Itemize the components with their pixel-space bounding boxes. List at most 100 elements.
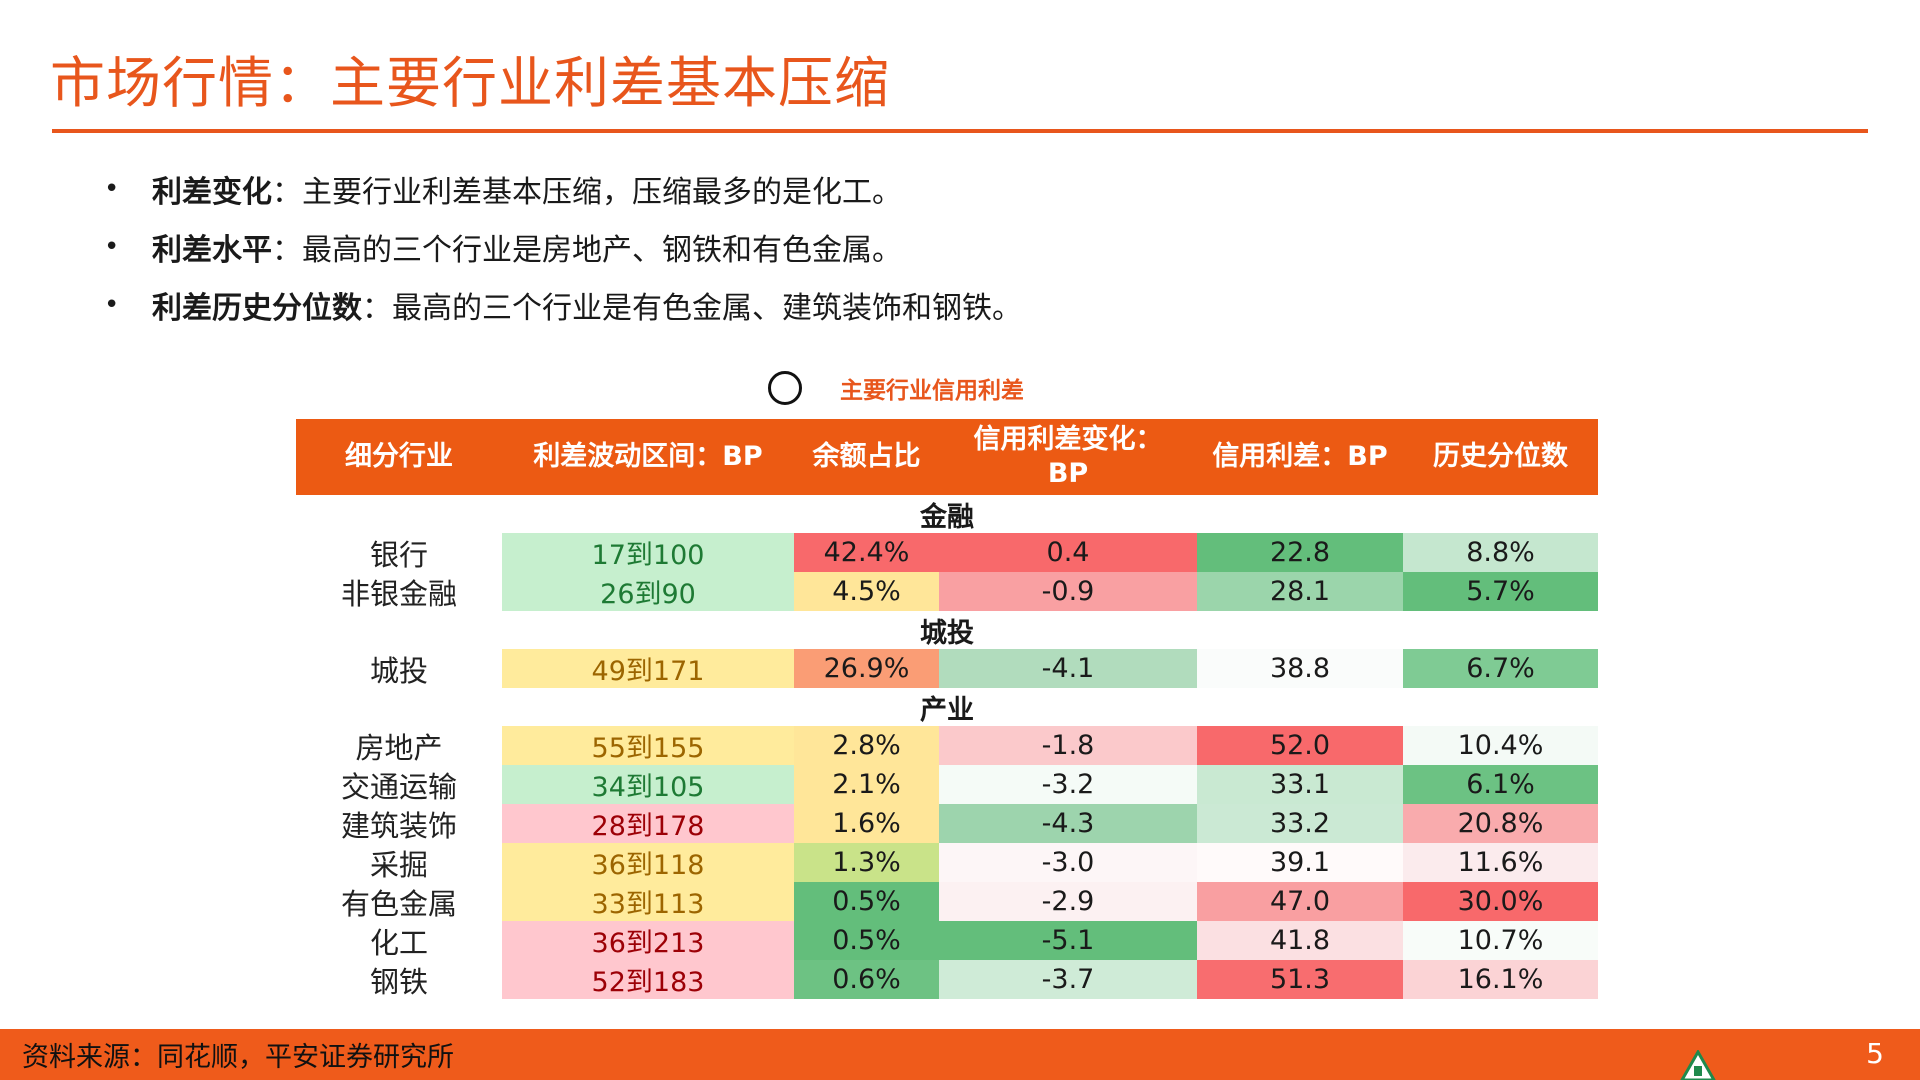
header-range: 利差波动区间：BP [533, 441, 763, 473]
cell-range: 55到155 [502, 726, 794, 765]
cell-share: 42.4% [794, 533, 939, 572]
header-change-text: 信用利差变化：BP [973, 424, 1163, 489]
cell-industry: 银行 [296, 533, 502, 572]
table-row: 交通运输 34到105 2.1% -3.2 33.1 6.1% [296, 765, 1598, 804]
page-title: 市场行情：主要行业利差基本压缩 [50, 51, 891, 115]
cell-industry: 化工 [296, 921, 502, 960]
cell-change: -4.1 [939, 649, 1197, 688]
cell-percentile: 10.4% [1403, 726, 1598, 765]
cell-change: -2.9 [939, 882, 1197, 921]
cell-spread: 33.2 [1197, 804, 1403, 843]
table-row: 建筑装饰 28到178 1.6% -4.3 33.2 20.8% [296, 804, 1598, 843]
cell-percentile: 10.7% [1403, 921, 1598, 960]
cell-spread: 41.8 [1197, 921, 1403, 960]
bullet-key: 利差历史分位数 [152, 291, 362, 326]
cell-range: 26到90 [502, 572, 794, 611]
cell-share: 2.1% [794, 765, 939, 804]
cell-range: 33到113 [502, 882, 794, 921]
cell-industry: 建筑装饰 [296, 804, 502, 843]
cell-range: 17到100 [502, 533, 794, 572]
cell-change: 0.4 [939, 533, 1197, 572]
footer-bar: 资料来源：同花顺，平安证券研究所 5 [0, 1029, 1920, 1080]
cell-industry: 交通运输 [296, 765, 502, 804]
cell-industry: 有色金属 [296, 882, 502, 921]
group-row: 产业 [920, 694, 974, 726]
cell-share: 26.9% [794, 649, 939, 688]
table-caption: 主要行业信用利差 [768, 368, 1024, 408]
table-row: 化工 36到213 0.5% -5.1 41.8 10.7% [296, 921, 1598, 960]
spread-table: 细分行业 利差波动区间：BP 余额占比 信用利差变化：BP 信用利差：BP 历史… [296, 419, 1598, 999]
cell-industry: 采掘 [296, 843, 502, 882]
cell-percentile: 5.7% [1403, 572, 1598, 611]
table-row: 银行 17到100 42.4% 0.4 22.8 8.8% [296, 533, 1598, 572]
header-percentile: 历史分位数 [1433, 441, 1568, 473]
table-row: 有色金属 33到113 0.5% -2.9 47.0 30.0% [296, 882, 1598, 921]
cell-industry: 城投 [296, 649, 502, 688]
cell-change: -0.9 [939, 572, 1197, 611]
cell-share: 0.5% [794, 882, 939, 921]
cell-change: -1.8 [939, 726, 1197, 765]
cell-share: 0.6% [794, 960, 939, 999]
cell-change: -5.1 [939, 921, 1197, 960]
cell-range: 28到178 [502, 804, 794, 843]
cell-change: -4.3 [939, 804, 1197, 843]
bullet-text: ：最高的三个行业是有色金属、建筑装饰和钢铁。 [362, 291, 1022, 326]
cell-industry: 非银金融 [296, 572, 502, 611]
page-number: 5 [1866, 1037, 1884, 1070]
cell-range: 36到213 [502, 921, 794, 960]
cell-percentile: 30.0% [1403, 882, 1598, 921]
cell-percentile: 20.8% [1403, 804, 1598, 843]
cell-change: -3.0 [939, 843, 1197, 882]
cell-spread: 38.8 [1197, 649, 1403, 688]
footer-source: 资料来源：同花顺，平安证券研究所 [22, 1042, 454, 1073]
cell-share: 1.3% [794, 843, 939, 882]
bullet-text: ：最高的三个行业是房地产、钢铁和有色金属。 [272, 233, 902, 268]
bullet-icon: • [104, 232, 120, 262]
cell-percentile: 11.6% [1403, 843, 1598, 882]
header-spread: 信用利差：BP [1212, 441, 1388, 473]
cell-share: 4.5% [794, 572, 939, 611]
cell-range: 52到183 [502, 960, 794, 999]
cell-industry: 钢铁 [296, 960, 502, 999]
cell-percentile: 6.7% [1403, 649, 1598, 688]
header-share: 余额占比 [812, 441, 921, 473]
header-industry: 细分行业 [345, 441, 453, 473]
cell-spread: 51.3 [1197, 960, 1403, 999]
table-row: 城投 49到171 26.9% -4.1 38.8 6.7% [296, 649, 1598, 688]
bullet-icon: • [104, 174, 120, 204]
table-row: 采掘 36到118 1.3% -3.0 39.1 11.6% [296, 843, 1598, 882]
cell-percentile: 8.8% [1403, 533, 1598, 572]
bullet-item: • 利差历史分位数 ：最高的三个行业是有色金属、建筑装饰和钢铁。 [104, 276, 1804, 334]
cell-spread: 33.1 [1197, 765, 1403, 804]
bullet-icon: • [104, 290, 120, 320]
cell-share: 1.6% [794, 804, 939, 843]
bullet-key: 利差变化 [152, 175, 272, 210]
table-row: 房地产 55到155 2.8% -1.8 52.0 10.4% [296, 726, 1598, 765]
cell-range: 34到105 [502, 765, 794, 804]
group-row: 金融 [920, 501, 974, 533]
title-divider [52, 129, 1868, 133]
table-body: 金融 银行 17到100 42.4% 0.4 22.8 8.8% 非银金融 26到90 4.5% -… [296, 495, 1598, 999]
cell-share: 0.5% [794, 921, 939, 960]
cell-share: 2.8% [794, 726, 939, 765]
table-row: 非银金融 26到90 4.5% -0.9 28.1 5.7% [296, 572, 1598, 611]
cell-industry: 房地产 [296, 726, 502, 765]
cell-spread: 28.1 [1197, 572, 1403, 611]
cell-range: 36到118 [502, 843, 794, 882]
group-row: 城投 [920, 617, 974, 649]
table-row: 钢铁 52到183 0.6% -3.7 51.3 16.1% [296, 960, 1598, 999]
bullet-item: • 利差变化 ：主要行业利差基本压缩，压缩最多的是化工。 [104, 160, 1804, 218]
bullet-list: • 利差变化 ：主要行业利差基本压缩，压缩最多的是化工。 • 利差水平 ：最高的… [104, 160, 1804, 334]
cell-percentile: 6.1% [1403, 765, 1598, 804]
cell-percentile: 16.1% [1403, 960, 1598, 999]
cell-spread: 22.8 [1197, 533, 1403, 572]
circle-icon [768, 371, 802, 405]
cell-spread: 47.0 [1197, 882, 1403, 921]
bullet-item: • 利差水平 ：最高的三个行业是房地产、钢铁和有色金属。 [104, 218, 1804, 276]
table-header: 细分行业 利差波动区间：BP 余额占比 信用利差变化：BP 信用利差：BP 历史… [296, 419, 1598, 495]
cell-change: -3.2 [939, 765, 1197, 804]
header-change: 信用利差变化：BP [939, 419, 1197, 495]
cell-spread: 52.0 [1197, 726, 1403, 765]
bullet-key: 利差水平 [152, 233, 272, 268]
table-caption-text: 主要行业信用利差 [840, 378, 1024, 404]
